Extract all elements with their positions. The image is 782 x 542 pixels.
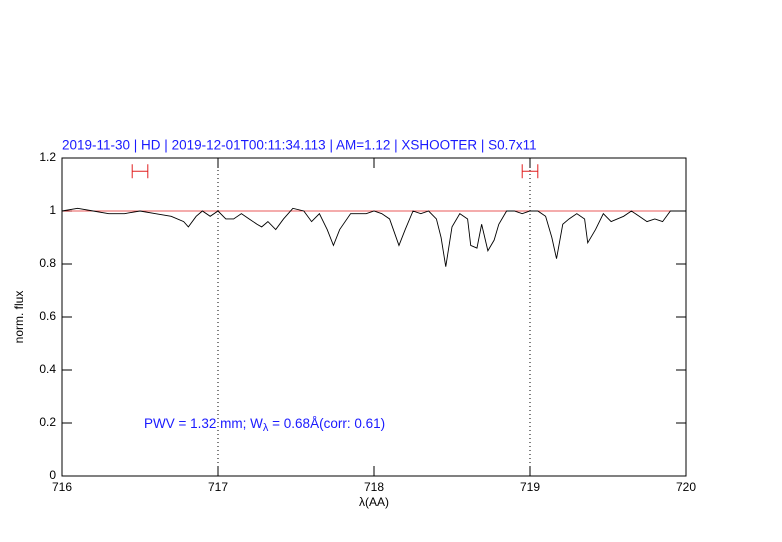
y-tick-label: 0.8 (39, 256, 56, 270)
y-tick-label: 0.6 (39, 309, 56, 323)
x-tick-label: 720 (676, 480, 696, 494)
spectrum-line (61, 207, 686, 267)
annotation-subscript: λ (263, 422, 269, 434)
annotation-part: PWV = 1.32 mm; W (144, 416, 263, 431)
y-tick-label: 0.2 (39, 415, 56, 429)
x-tick-label: 719 (520, 480, 540, 494)
y-axis-label: norm. flux (12, 291, 26, 344)
y-tick-label: 0 (49, 468, 56, 482)
x-axis-label: λ(AA) (359, 495, 389, 509)
y-tick-label: 1 (49, 203, 56, 217)
y-tick-label: 1.2 (39, 150, 56, 164)
x-tick-label: 716 (52, 480, 72, 494)
annotation-part: = 0.68Å(corr: 0.61) (268, 416, 385, 431)
chart-title: 2019-11-30 | HD | 2019-12-01T00:11:34.11… (62, 138, 537, 153)
x-tick-label: 717 (208, 480, 228, 494)
x-tick-label: 718 (364, 480, 384, 494)
y-tick-label: 0.4 (39, 362, 56, 376)
annotation: PWV = 1.32 mm; Wλ = 0.68Å(corr: 0.61) (144, 416, 385, 434)
